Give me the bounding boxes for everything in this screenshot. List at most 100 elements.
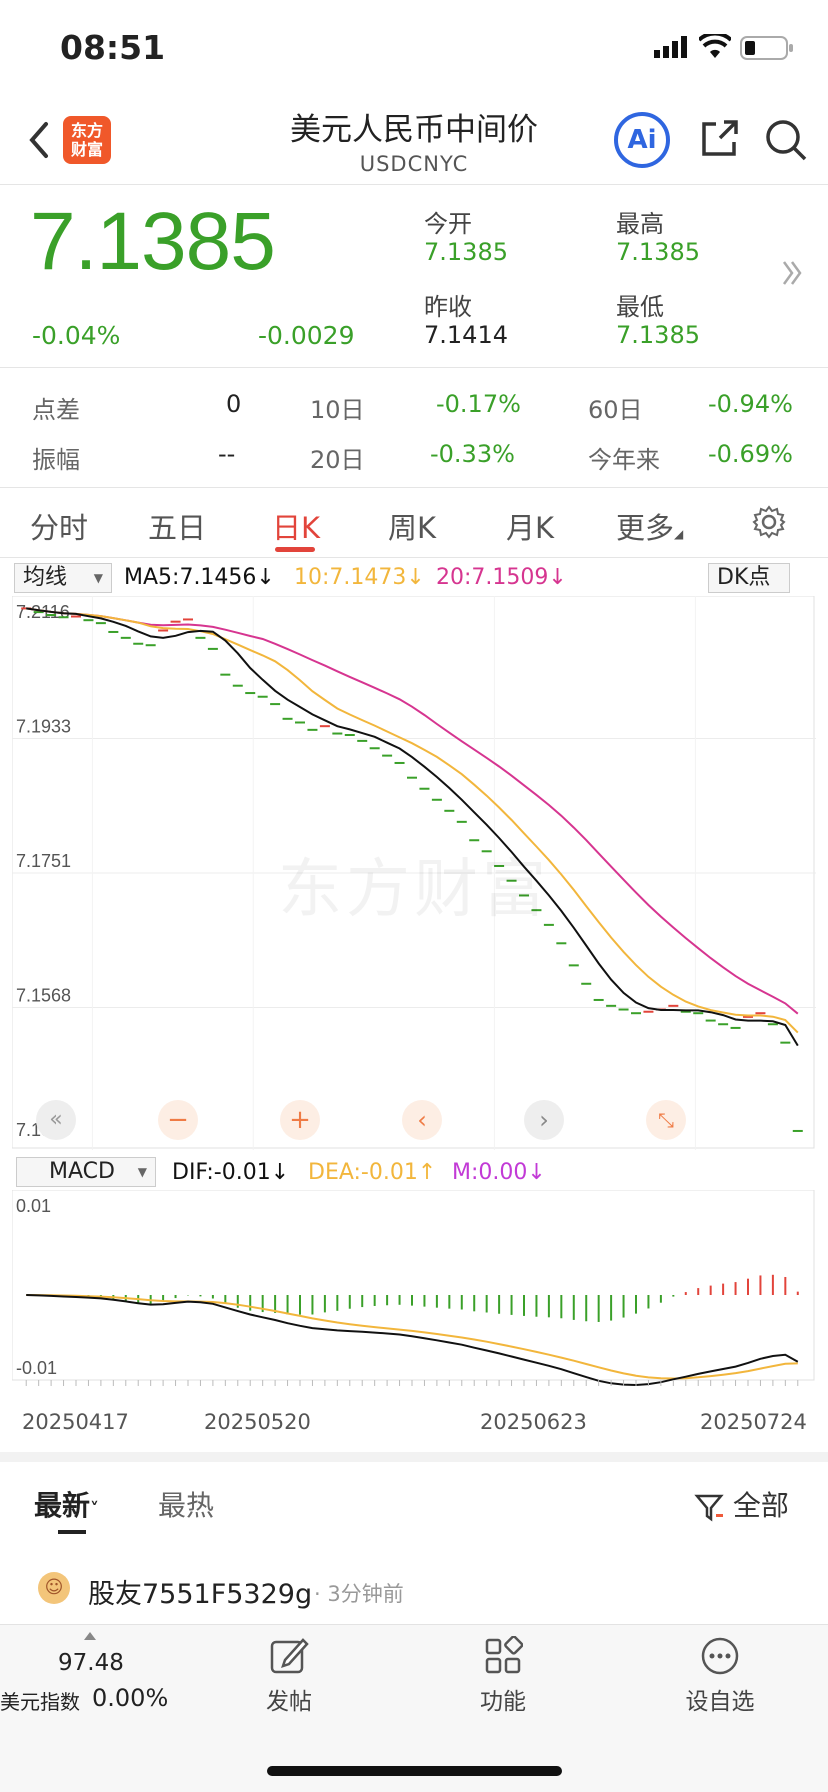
candle <box>133 642 144 645</box>
feed-filter-button[interactable]: 全部 <box>694 1484 789 1524</box>
scroll-left-button[interactable]: ‹ <box>402 1100 442 1140</box>
functions-button[interactable]: 功能 <box>468 1635 538 1716</box>
candle <box>780 1041 791 1044</box>
candle <box>568 964 579 967</box>
candle <box>108 630 119 633</box>
index-change: 0.00% <box>92 1684 169 1712</box>
last-price: 7.1385 <box>30 196 276 287</box>
expand-quote-button[interactable] <box>780 258 804 292</box>
candle <box>195 636 206 639</box>
candle <box>767 1023 778 1026</box>
scroll-right-button[interactable]: › <box>524 1100 564 1140</box>
gear-icon <box>752 505 786 539</box>
d20-value: -0.33% <box>430 440 515 468</box>
home-indicator <box>267 1766 562 1776</box>
candle <box>469 839 480 842</box>
macd-min-label: -0.01 <box>16 1358 57 1378</box>
fullscreen-button[interactable]: ⤡ <box>646 1100 686 1140</box>
candle <box>705 1019 716 1022</box>
dea-line <box>26 1294 798 1380</box>
signal-icon <box>654 36 688 64</box>
sub-indicator-value: MACD <box>49 1159 115 1184</box>
zoom-out-far-button[interactable]: « <box>36 1100 76 1140</box>
minus-icon: − <box>167 1105 189 1135</box>
x-tick-label: 20250520 <box>204 1410 311 1434</box>
zoom-out-button[interactable]: − <box>158 1100 198 1140</box>
avatar[interactable]: ☺ <box>38 1572 70 1604</box>
x-tick-label: 20250724 <box>700 1410 807 1434</box>
candle <box>444 809 455 812</box>
feed-tab-hot[interactable]: 最热 <box>158 1489 215 1522</box>
dropdown-triangle-icon: ▼ <box>93 571 103 585</box>
grid-icon <box>485 1635 524 1674</box>
tab-daily-k[interactable]: 日K <box>272 511 321 545</box>
up-triangle-icon <box>84 1632 96 1640</box>
post-label: 发帖 <box>266 1689 312 1715</box>
candle <box>145 644 156 647</box>
ma5-readout: MA5:7.1456↓ <box>124 565 275 590</box>
feed-tab-latest-label: 最新 <box>34 1489 91 1522</box>
chevron-right-icon: › <box>539 1106 549 1134</box>
candle <box>730 1026 741 1029</box>
logo-text-bottom: 财富 <box>70 140 103 159</box>
low-value: 7.1385 <box>616 321 700 349</box>
double-chevron-left-icon: « <box>49 1107 63 1132</box>
more-dots-icon <box>701 1637 739 1675</box>
search-icon <box>766 120 807 161</box>
prev-close-label: 昨收 <box>424 293 472 321</box>
expand-icon: ⤡ <box>658 1108 674 1132</box>
candle <box>207 647 218 650</box>
d60-label: 60日 <box>588 396 643 424</box>
dea-value: DEA:-0.01 <box>308 1160 418 1185</box>
m-arrow: ↓ <box>527 1160 546 1185</box>
feed-tab-latest[interactable]: 最新˅ <box>34 1484 99 1524</box>
macd-chart[interactable]: 0.01 -0.01 <box>12 1190 816 1400</box>
tab-weekly-k[interactable]: 周K <box>388 511 437 545</box>
chart-settings-button[interactable] <box>752 505 786 543</box>
wifi-icon <box>697 31 733 64</box>
index-name[interactable]: 美元指数 <box>0 1690 80 1714</box>
candle <box>382 754 393 757</box>
ma5-line <box>26 607 799 1047</box>
ma10-readout: 10:7.1473↓ <box>294 565 425 590</box>
back-button[interactable] <box>26 120 52 164</box>
open-label: 今开 <box>424 210 472 238</box>
active-tab-indicator <box>275 547 315 552</box>
search-button[interactable] <box>764 118 808 166</box>
dk-point-toggle[interactable]: DK点 <box>708 563 790 593</box>
candle <box>581 982 592 985</box>
add-watchlist-button[interactable]: 设自选 <box>680 1636 760 1716</box>
candle <box>718 1023 729 1026</box>
filter-icon <box>694 1494 724 1522</box>
candle <box>270 703 281 706</box>
candle <box>593 998 604 1001</box>
candle <box>631 1012 641 1015</box>
indicator-select[interactable]: 均线 ▼ <box>14 563 112 593</box>
tab-monthly-k[interactable]: 月K <box>506 511 555 545</box>
ma5-value: MA5:7.1456 <box>124 565 257 590</box>
ma10-arrow: ↓ <box>406 565 425 590</box>
candle <box>643 1010 654 1013</box>
change-value: -0.0029 <box>258 321 355 350</box>
tab-more[interactable]: 更多◢ <box>616 505 683 547</box>
y-tick-label: 7.1933 <box>16 717 71 737</box>
tab-intraday[interactable]: 分时 <box>30 511 89 545</box>
share-button[interactable] <box>698 118 740 164</box>
post-username[interactable]: 股友7551F5329g <box>88 1579 313 1610</box>
candle <box>494 865 505 868</box>
candle <box>257 695 268 698</box>
tab-five-day[interactable]: 五日 <box>148 511 207 545</box>
candle <box>357 739 368 742</box>
index-value[interactable]: 97.48 <box>58 1650 124 1676</box>
ai-button[interactable]: Ai <box>614 112 670 168</box>
d20-label: 20日 <box>310 446 365 474</box>
candle <box>183 618 193 621</box>
zoom-in-button[interactable]: + <box>280 1100 320 1140</box>
dif-value: DIF:-0.01 <box>172 1160 271 1185</box>
post-button[interactable]: 发帖 <box>254 1636 324 1716</box>
sub-indicator-select[interactable]: MACD ▼ <box>16 1157 156 1187</box>
d10-label: 10日 <box>310 396 365 424</box>
macd-frame <box>12 1190 815 1381</box>
change-percent: -0.04% <box>32 321 121 350</box>
